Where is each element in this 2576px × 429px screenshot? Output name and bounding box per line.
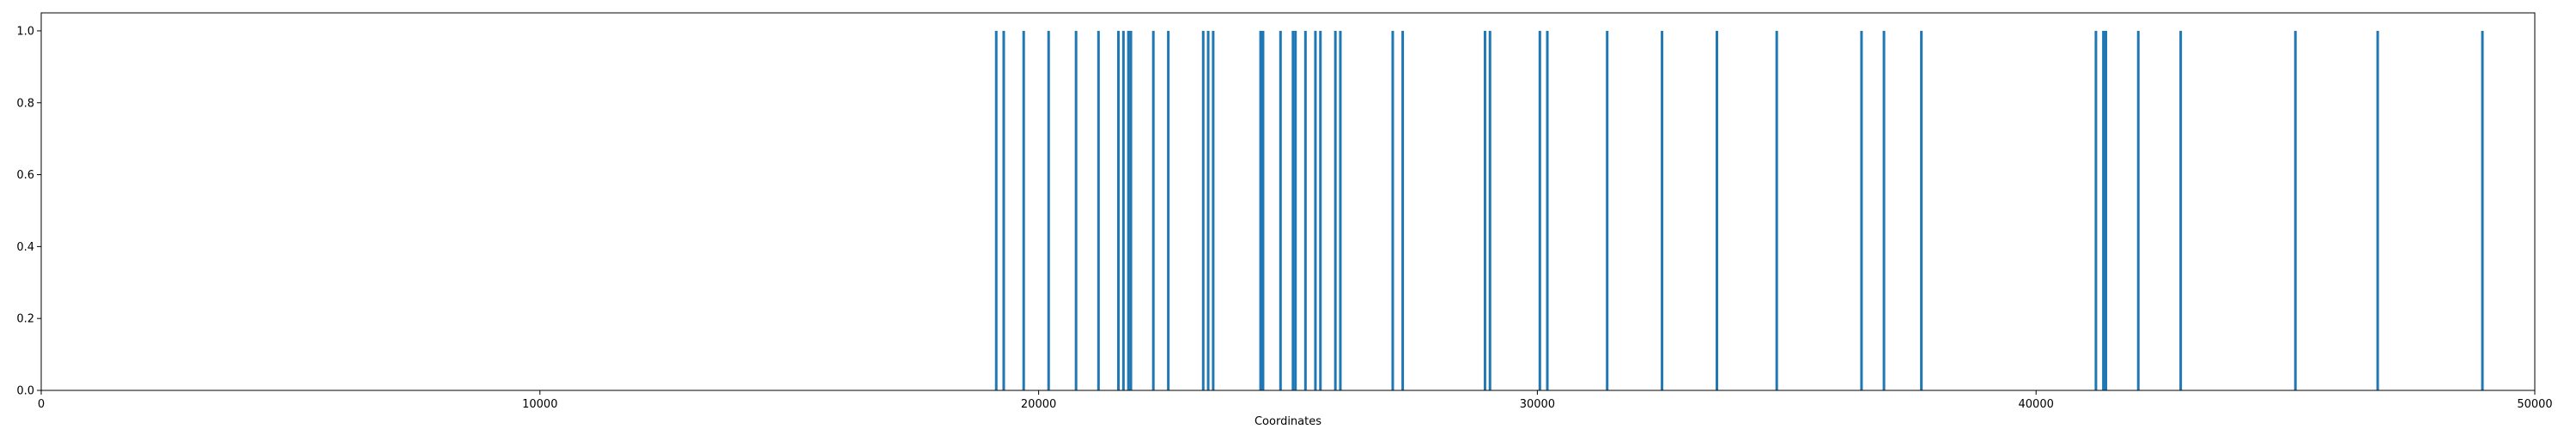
bar xyxy=(1259,30,1262,390)
bar xyxy=(1546,30,1549,390)
bar xyxy=(2105,30,2108,390)
y-tick-label: 0.6 xyxy=(16,169,34,182)
bar xyxy=(1661,30,1664,390)
bar xyxy=(1074,30,1078,390)
x-axis: 0 10000 20000 30000 40000 50000 xyxy=(38,390,2553,411)
bar xyxy=(1882,30,1886,390)
bar xyxy=(1319,30,1322,390)
x-tick-label: 40000 xyxy=(2019,398,2054,411)
bar xyxy=(2293,30,2297,390)
bar xyxy=(1121,30,1125,390)
bar xyxy=(1002,30,1005,390)
x-tick-label: 0 xyxy=(38,398,45,411)
x-tick-label: 20000 xyxy=(1021,398,1056,411)
y-tick-label: 0.8 xyxy=(16,97,34,110)
bar xyxy=(1483,30,1486,390)
bar xyxy=(1117,30,1121,390)
bar xyxy=(1291,30,1295,390)
y-tick-label: 0.4 xyxy=(16,241,34,254)
bar xyxy=(1151,30,1155,390)
bar xyxy=(1261,30,1265,390)
plot-frame xyxy=(40,12,2536,391)
bar xyxy=(1129,30,1133,390)
bar xyxy=(1860,30,1863,390)
bar xyxy=(1047,30,1050,390)
bar xyxy=(1279,30,1282,390)
bar xyxy=(1488,30,1492,390)
bar xyxy=(1606,30,1609,390)
bar xyxy=(1339,30,1342,390)
bar xyxy=(2102,30,2105,390)
x-tick-label: 30000 xyxy=(1520,398,1555,411)
bar xyxy=(1212,30,1215,390)
bar xyxy=(1538,30,1541,390)
bar xyxy=(1401,30,1405,390)
x-tick-label: 50000 xyxy=(2517,398,2552,411)
bar xyxy=(1201,30,1205,390)
bar xyxy=(1294,30,1297,390)
bar xyxy=(1097,30,1100,390)
bar xyxy=(2094,30,2098,390)
bar xyxy=(2179,30,2183,390)
y-tick-label: 0.2 xyxy=(16,313,34,326)
y-axis: 0.0 0.2 0.4 0.6 0.8 1.0 xyxy=(16,25,41,398)
bar xyxy=(1391,30,1394,390)
bar xyxy=(1206,30,1210,390)
bar xyxy=(1314,30,1317,390)
x-tick-label: 10000 xyxy=(522,398,557,411)
y-tick-label: 1.0 xyxy=(16,25,34,38)
bar xyxy=(1022,30,1025,390)
bar xyxy=(1303,30,1307,390)
bar xyxy=(1775,30,1778,390)
bar xyxy=(2136,30,2140,390)
x-axis-label: Coordinates xyxy=(1255,415,1321,428)
y-tick-label: 0.0 xyxy=(16,385,34,398)
bars-group xyxy=(994,30,2484,390)
bar xyxy=(1167,30,1170,390)
bar xyxy=(2376,30,2379,390)
bar xyxy=(1920,30,1923,390)
bar xyxy=(994,30,998,390)
bar xyxy=(2481,30,2484,390)
bar xyxy=(1127,30,1130,390)
bar xyxy=(1715,30,1718,390)
bar xyxy=(1334,30,1337,390)
